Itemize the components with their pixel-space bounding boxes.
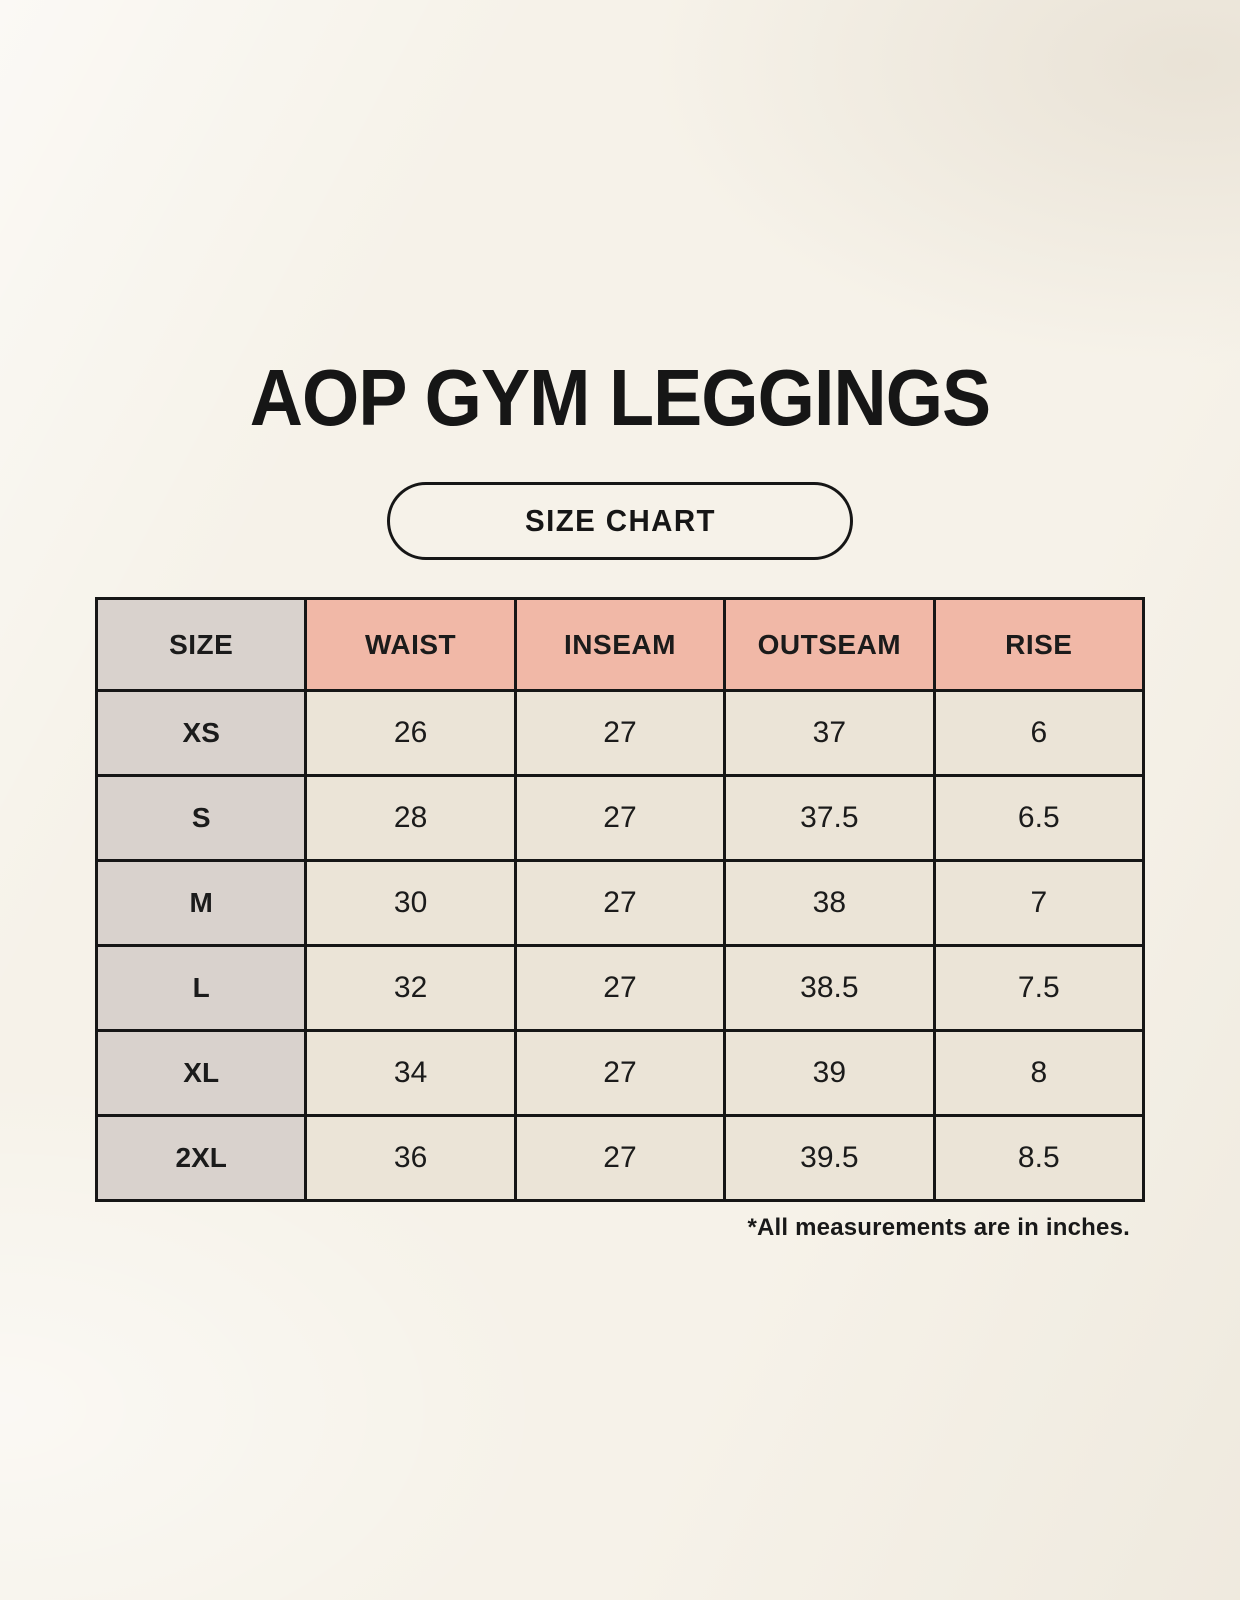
- table-header-row: SIZE WAIST INSEAM OUTSEAM RISE: [94, 597, 1146, 692]
- cell-m-outseam: 38: [723, 859, 936, 947]
- size-chart-table: SIZE WAIST INSEAM OUTSEAM RISE XS 26 27 …: [94, 597, 1146, 1202]
- cell-l-waist: 32: [304, 944, 517, 1032]
- cell-xs-waist: 26: [304, 689, 517, 777]
- cell-l-inseam: 27: [513, 944, 727, 1032]
- cell-2xl-rise: 8.5: [932, 1114, 1146, 1202]
- cell-xl-rise: 8: [932, 1029, 1146, 1117]
- column-header-outseam: OUTSEAM: [723, 597, 936, 692]
- cell-2xl-inseam: 27: [513, 1114, 727, 1202]
- cell-2xl-waist: 36: [304, 1114, 517, 1202]
- cell-m-inseam: 27: [513, 859, 727, 947]
- row-label-m: M: [94, 859, 308, 947]
- column-header-rise: RISE: [932, 597, 1146, 692]
- cell-s-outseam: 37.5: [723, 774, 936, 862]
- cell-xl-waist: 34: [304, 1029, 517, 1117]
- cell-xl-inseam: 27: [513, 1029, 727, 1117]
- cell-xs-inseam: 27: [513, 689, 727, 777]
- size-chart-badge-label: SIZE CHART: [524, 503, 716, 538]
- column-header-size: SIZE: [94, 597, 308, 692]
- cell-s-inseam: 27: [513, 774, 727, 862]
- row-label-l: L: [94, 944, 308, 1032]
- cell-l-rise: 7.5: [932, 944, 1146, 1032]
- table-row-2xl: 2XL 36 27 39.5 8.5: [94, 1114, 1146, 1202]
- row-label-xs: XS: [94, 689, 308, 777]
- cell-s-waist: 28: [304, 774, 517, 862]
- cell-2xl-outseam: 39.5: [723, 1114, 936, 1202]
- table-row-s: S 28 27 37.5 6.5: [94, 774, 1146, 862]
- cell-xs-rise: 6: [932, 689, 1146, 777]
- table-row-xs: XS 26 27 37 6: [94, 689, 1146, 777]
- row-label-2xl: 2XL: [94, 1114, 308, 1202]
- cell-m-waist: 30: [304, 859, 517, 947]
- cell-m-rise: 7: [932, 859, 1146, 947]
- cell-xs-outseam: 37: [723, 689, 936, 777]
- size-chart-badge: SIZE CHART: [387, 482, 853, 560]
- table-row-xl: XL 34 27 39 8: [94, 1029, 1146, 1117]
- column-header-inseam: INSEAM: [513, 597, 727, 692]
- row-label-s: S: [94, 774, 308, 862]
- row-label-xl: XL: [94, 1029, 308, 1117]
- cell-s-rise: 6.5: [932, 774, 1146, 862]
- table-row-m: M 30 27 38 7: [94, 859, 1146, 947]
- column-header-waist: WAIST: [304, 597, 517, 692]
- cell-l-outseam: 38.5: [723, 944, 936, 1032]
- cell-xl-outseam: 39: [723, 1029, 936, 1117]
- table-row-l: L 32 27 38.5 7.5: [94, 944, 1146, 1032]
- page-title: AOP GYM LEGGINGS: [249, 353, 991, 442]
- measurements-footnote: *All measurements are in inches.: [747, 1214, 1130, 1241]
